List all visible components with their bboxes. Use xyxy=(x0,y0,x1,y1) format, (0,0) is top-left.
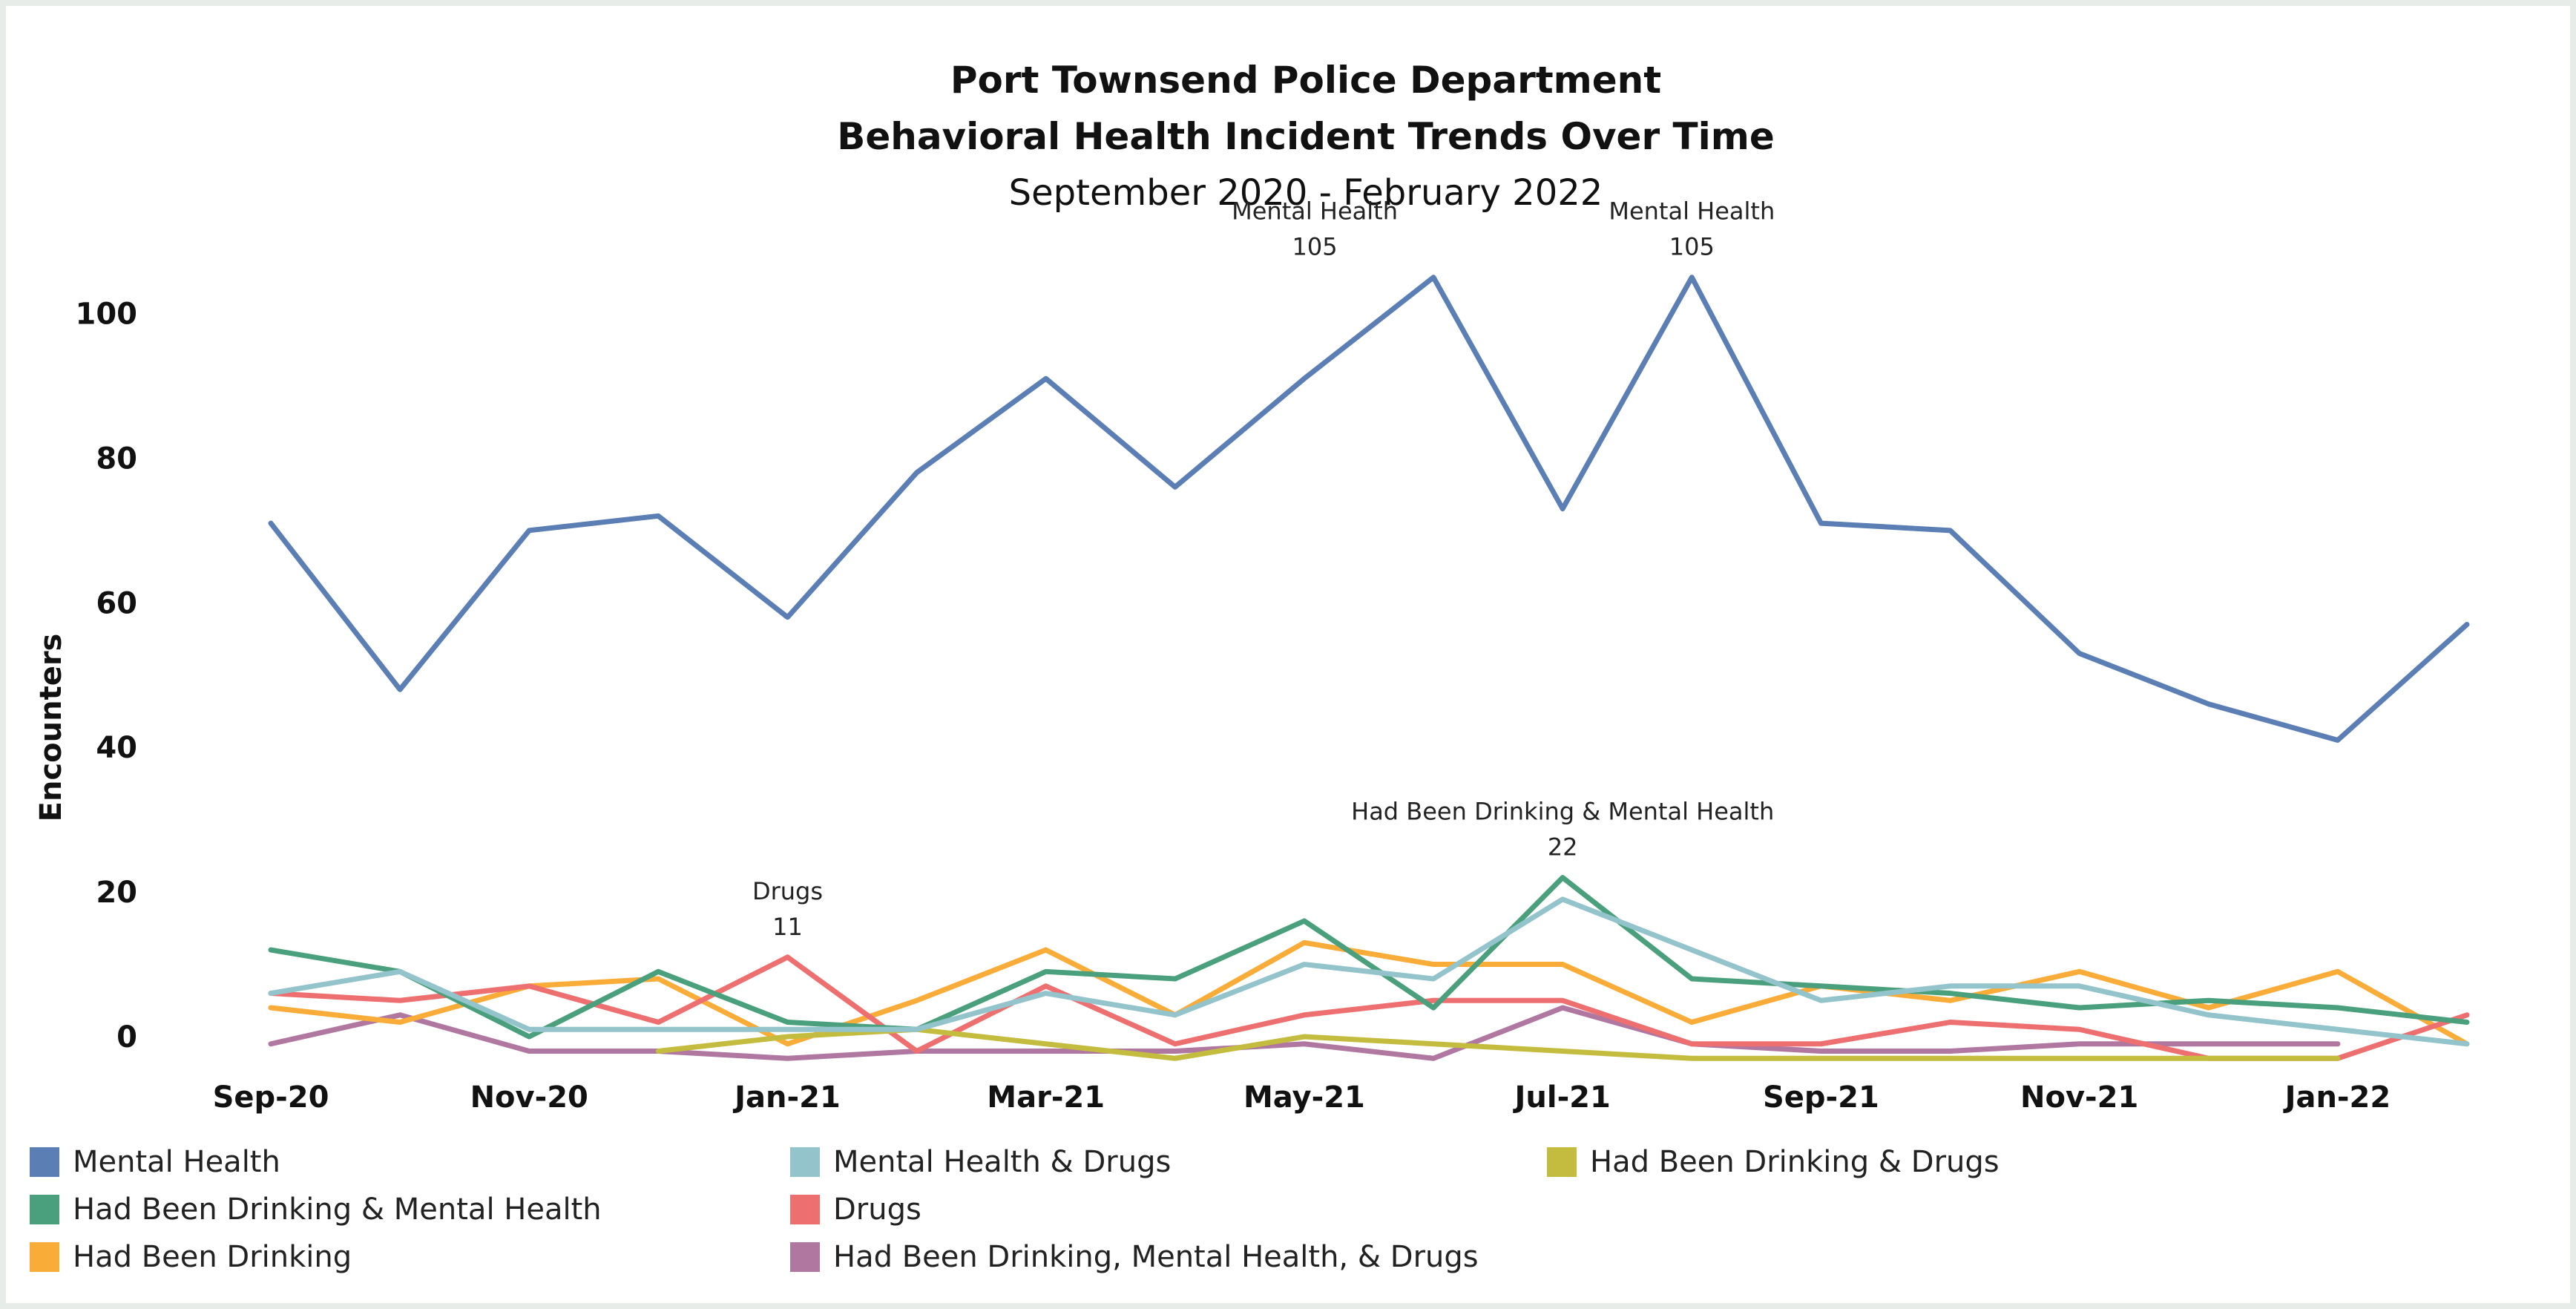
legend-item: Drugs xyxy=(790,1189,921,1230)
legend-swatch xyxy=(30,1242,59,1272)
x-tick-label: Sep-21 xyxy=(1763,1080,1879,1115)
x-tick-label: Sep-20 xyxy=(213,1080,329,1115)
series-line-had-been-drinking-mental-health xyxy=(268,875,2470,1040)
legend-label: Had Been Drinking & Mental Health xyxy=(73,1192,602,1227)
legend-item: Had Been Drinking xyxy=(30,1236,352,1278)
legend-label: Had Been Drinking & Drugs xyxy=(1590,1145,2000,1179)
legend-label: Had Been Drinking xyxy=(73,1240,352,1274)
series-lines xyxy=(268,275,2470,1061)
legend-label: Had Been Drinking, Mental Health, & Drug… xyxy=(833,1240,1479,1274)
annotation-value: 105 xyxy=(1292,233,1338,261)
series-line-mental-health xyxy=(268,275,2470,743)
series-line-mental-health-drugs xyxy=(268,896,2470,1047)
y-tick-label: 100 xyxy=(76,297,138,331)
y-tick-label: 20 xyxy=(96,876,137,910)
chart-legend: Mental Health Mental Health & Drugs Had Be… xyxy=(30,1141,2567,1290)
annotation-value: 105 xyxy=(1669,233,1715,261)
annotation-label: Mental Health xyxy=(1232,197,1398,226)
annotation-label: Drugs xyxy=(752,877,823,905)
series-line-drugs xyxy=(268,954,2470,1061)
legend-swatch xyxy=(30,1147,59,1177)
y-tick-label: 60 xyxy=(96,586,137,620)
legend-item: Had Been Drinking, Mental Health, & Drug… xyxy=(790,1236,1479,1278)
x-tick-label: Mar-21 xyxy=(987,1080,1105,1115)
legend-label: Mental Health & Drugs xyxy=(833,1145,1172,1179)
series-line-had-been-drinking-mental-health-drugs xyxy=(268,1005,2341,1061)
annotation-value: 11 xyxy=(772,913,803,941)
legend-item: Mental Health & Drugs xyxy=(790,1141,1171,1183)
legend-swatch xyxy=(1547,1147,1577,1177)
chart-titles: Port Townsend Police Department Behavior… xyxy=(0,52,2576,221)
chart-date-range: September 2020 - February 2022 xyxy=(1008,172,1603,214)
x-tick-label: Nov-20 xyxy=(470,1080,588,1115)
x-tick-label: Jan-21 xyxy=(732,1080,841,1115)
chart-subtitle: Behavioral Health Incident Trends Over T… xyxy=(837,115,1775,158)
legend-item: Mental Health xyxy=(30,1141,280,1183)
y-tick-label: 0 xyxy=(116,1020,137,1054)
legend-item: Had Been Drinking & Mental Health xyxy=(30,1189,602,1230)
annotation-value: 22 xyxy=(1548,833,1578,862)
legend-label: Mental Health xyxy=(73,1145,280,1179)
chart-annotations: Mental Health 105 Mental Health 105 Had Been… xyxy=(752,197,1775,941)
y-tick-label: 80 xyxy=(96,442,137,476)
x-tick-label: Jan-22 xyxy=(2283,1080,2391,1115)
y-tick-label: 40 xyxy=(96,731,137,765)
legend-item: Had Been Drinking & Drugs xyxy=(1547,1141,2000,1183)
y-axis-title: Encounters xyxy=(34,634,68,822)
series-line-had-been-drinking-drugs xyxy=(655,1026,2341,1061)
x-tick-label: May-21 xyxy=(1243,1080,1365,1115)
annotation-label: Mental Health xyxy=(1609,197,1775,226)
annotation-label: Had Been Drinking & Mental Health xyxy=(1351,798,1774,826)
chart-title: Port Townsend Police Department xyxy=(950,59,1662,102)
legend-swatch xyxy=(790,1242,820,1272)
x-tick-label: Nov-21 xyxy=(2020,1080,2138,1115)
x-tick-label: Jul-21 xyxy=(1513,1080,1611,1115)
legend-swatch xyxy=(790,1147,820,1177)
legend-swatch xyxy=(790,1195,820,1224)
legend-label: Drugs xyxy=(833,1192,921,1227)
chart-axes: Encounters 0 20 40 60 80 100 Sep-20 Nov-20 Jan-21… xyxy=(34,297,2391,1115)
legend-swatch xyxy=(30,1195,59,1224)
